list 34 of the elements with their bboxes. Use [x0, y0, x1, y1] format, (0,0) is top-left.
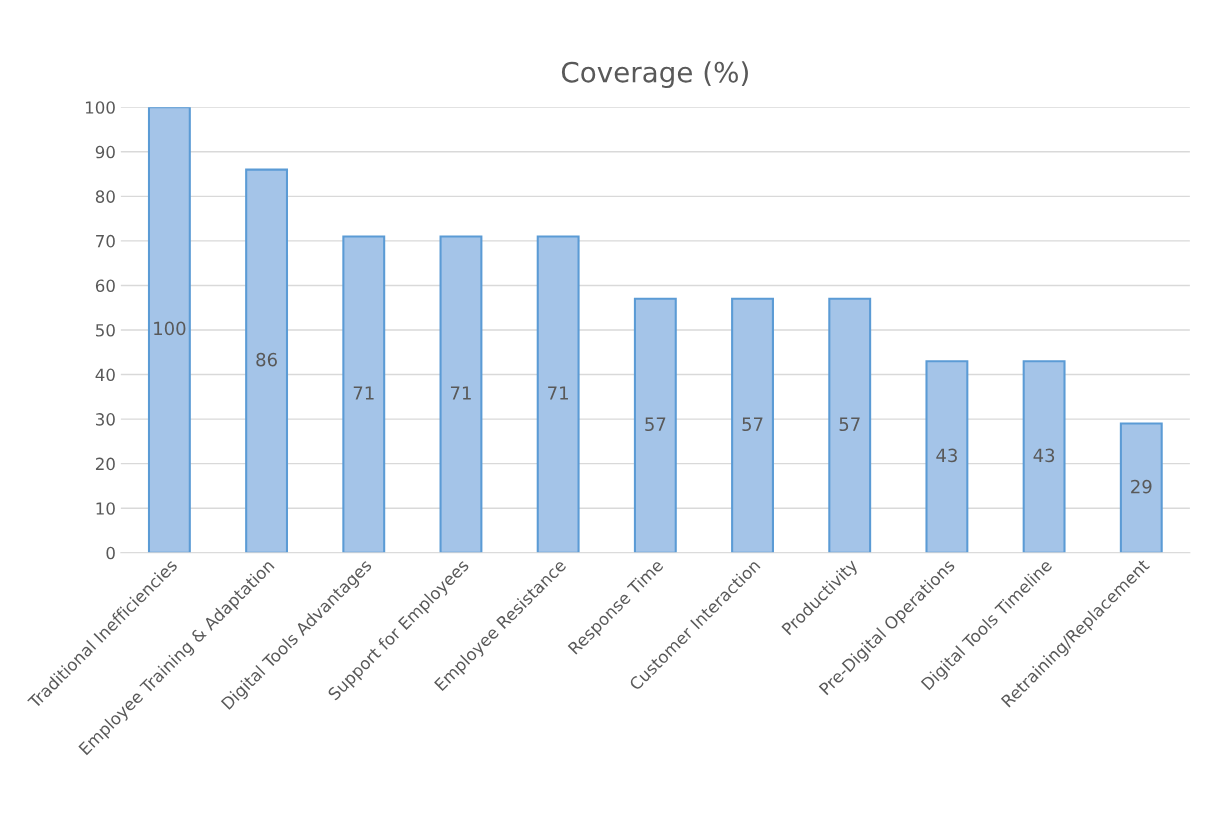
- data-label: 57: [742, 417, 763, 432]
- data-label: 86: [256, 352, 277, 367]
- data-label: 71: [353, 386, 374, 400]
- bar: [342, 235, 386, 553]
- y-tick-label: 0: [106, 546, 115, 560]
- y-tick-label: 70: [96, 234, 115, 248]
- data-label: 71: [450, 386, 471, 400]
- bar: [147, 107, 191, 553]
- bar: [925, 360, 969, 553]
- y-tick-label: 60: [95, 279, 115, 293]
- chart-title: Coverage (%): [561, 61, 748, 89]
- bar: [1022, 360, 1066, 553]
- bar: [633, 297, 677, 553]
- bar: [731, 297, 774, 553]
- data-label: 57: [645, 417, 666, 432]
- y-tick-label: 20: [95, 457, 115, 471]
- data-label: 43: [936, 448, 957, 463]
- y-tick-label: 10: [96, 502, 115, 515]
- data-label: 29: [1131, 479, 1152, 494]
- y-tick-label: 50: [96, 323, 115, 337]
- y-tick-label: 40: [95, 368, 115, 382]
- y-tick-label: 30: [96, 413, 115, 426]
- data-label: 71: [548, 386, 568, 400]
- y-tick-label: 80: [95, 190, 115, 203]
- y-tick-label: 90: [95, 145, 115, 159]
- bar: [828, 297, 872, 553]
- bar: [1119, 422, 1163, 553]
- data-label: 100: [154, 321, 186, 336]
- data-label: 43: [1033, 448, 1055, 463]
- data-label: 57: [839, 417, 860, 432]
- bar: [439, 235, 483, 553]
- y-tick-label: 100: [85, 101, 115, 114]
- bar: [245, 168, 289, 553]
- bar: [536, 235, 580, 553]
